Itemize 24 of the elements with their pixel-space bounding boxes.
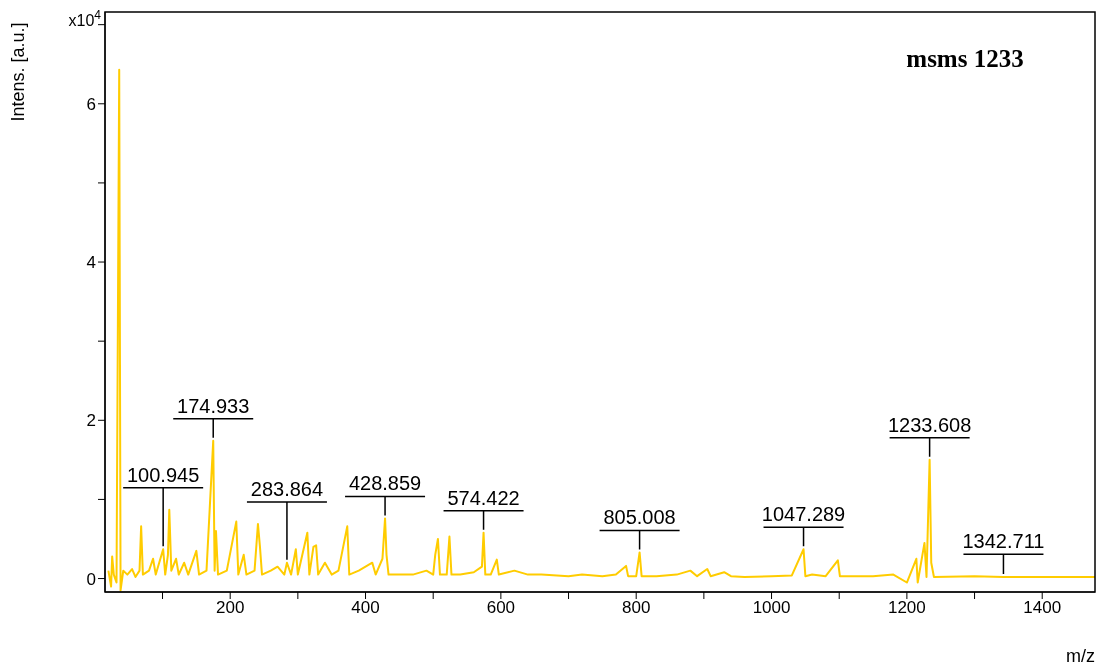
annotation: 283.864	[250, 477, 324, 500]
text: msms 1233	[906, 45, 1024, 72]
x-tick-label: 800	[622, 598, 651, 618]
y-tick-label: 0	[86, 569, 96, 589]
y-axis-title: Intens. [a.u.]	[8, 22, 28, 122]
x-tick-label: 1400	[1023, 598, 1062, 618]
annotation: 174.933	[177, 394, 250, 417]
x-tick-label: 600	[486, 598, 516, 618]
y-tick-label: 6	[86, 94, 96, 114]
annotation: 428.859	[348, 472, 422, 495]
y-tick-label: 2	[86, 411, 96, 431]
x-tick-label: 200	[216, 598, 245, 618]
annotation: 1342.711	[962, 530, 1045, 553]
x-axis-title: m/z	[1066, 646, 1095, 666]
annotation: 805.008	[603, 506, 676, 529]
annotation: 100.945	[127, 463, 200, 486]
text: x10$^{4}$	[68, 8, 102, 29]
y-tick-label: 4	[86, 253, 96, 273]
x-tick-label: 400	[351, 598, 380, 618]
annotation: 1233.608	[887, 413, 972, 436]
x-tick-label: 1200	[887, 598, 926, 618]
annotation: 1047.289	[761, 503, 846, 526]
annotation: 574.422	[447, 486, 520, 509]
x-tick-label: 1000	[752, 598, 791, 618]
